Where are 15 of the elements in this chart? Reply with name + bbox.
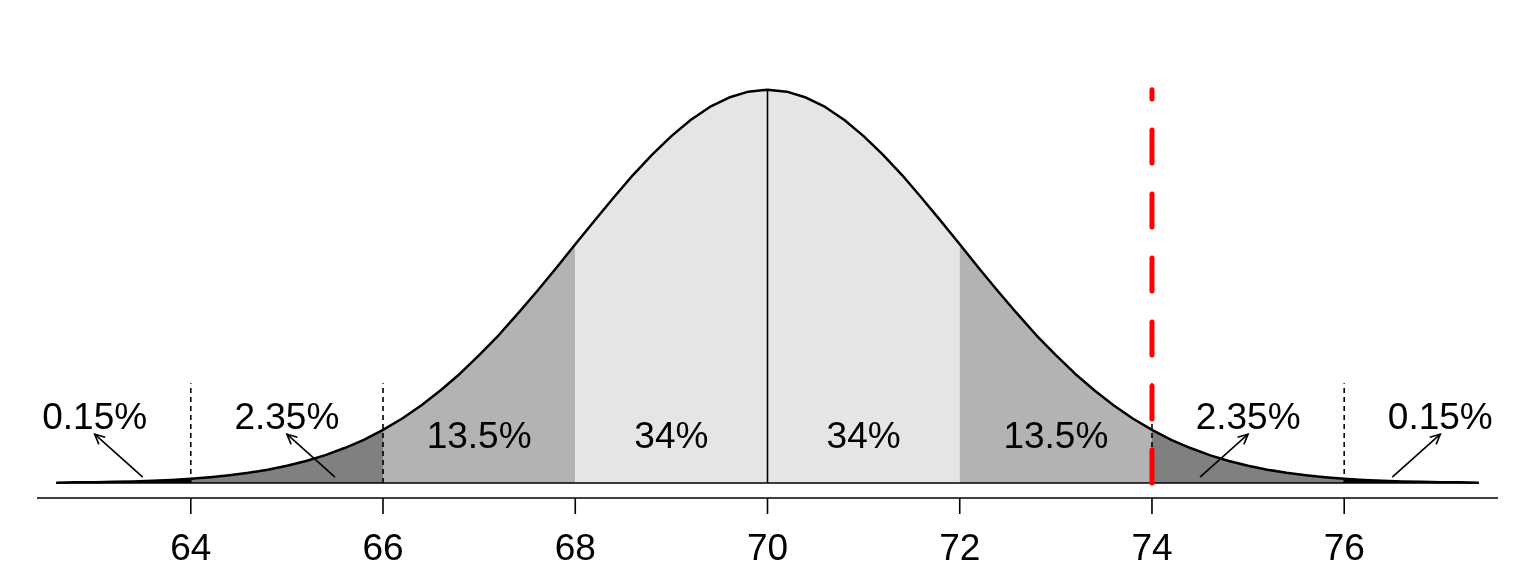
x-tick-label: 68 bbox=[554, 527, 596, 569]
x-tick-label: 70 bbox=[746, 527, 789, 569]
annotation: 13.5% bbox=[1003, 415, 1109, 457]
x-tick-label: 76 bbox=[1323, 527, 1365, 569]
x-tick-label: 66 bbox=[362, 527, 404, 569]
annotation: 2.35% bbox=[234, 396, 340, 438]
annotation: 0.15% bbox=[42, 396, 148, 438]
annotation: 34% bbox=[634, 415, 709, 457]
annotation: 0.15% bbox=[1387, 396, 1493, 438]
annotation: 34% bbox=[826, 415, 901, 457]
annotation: 13.5% bbox=[426, 415, 532, 457]
x-tick-label: 64 bbox=[170, 527, 212, 569]
annotation: 2.35% bbox=[1195, 396, 1301, 438]
x-tick-label: 72 bbox=[939, 527, 981, 569]
x-tick-label: 74 bbox=[1131, 527, 1173, 569]
